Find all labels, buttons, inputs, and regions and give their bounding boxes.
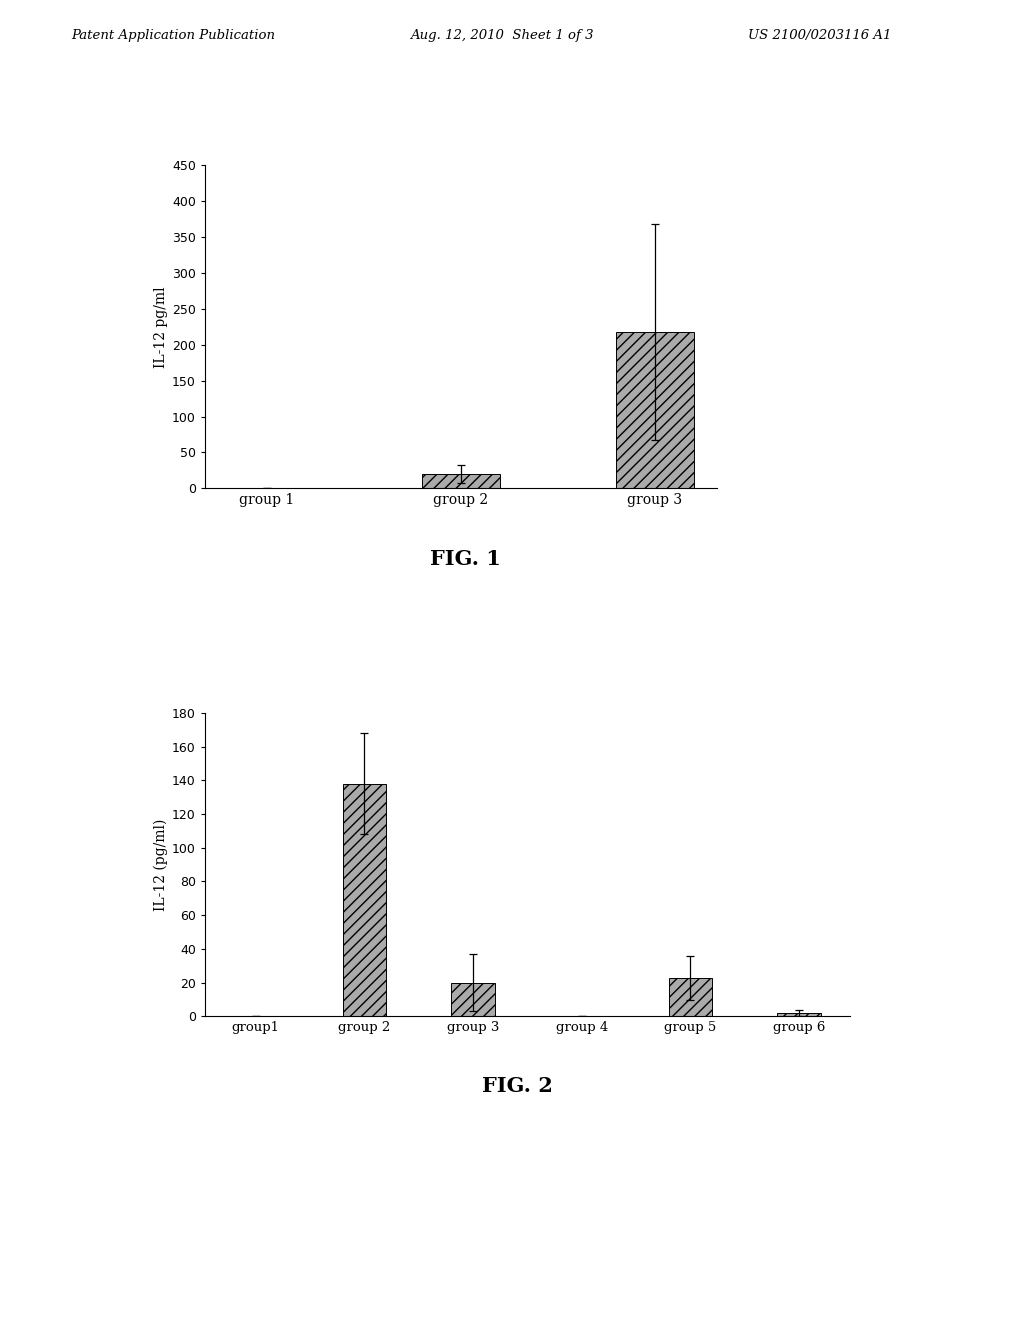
Text: Patent Application Publication: Patent Application Publication xyxy=(72,29,275,42)
Bar xyxy=(669,978,712,1016)
Y-axis label: IL-12 pg/ml: IL-12 pg/ml xyxy=(154,286,168,367)
Bar xyxy=(452,982,495,1016)
Bar xyxy=(422,474,500,488)
Bar xyxy=(616,331,693,488)
Y-axis label: IL-12 (pg/ml): IL-12 (pg/ml) xyxy=(154,818,168,911)
Text: US 2100/0203116 A1: US 2100/0203116 A1 xyxy=(748,29,891,42)
Text: FIG. 1: FIG. 1 xyxy=(430,549,502,569)
Bar xyxy=(343,784,386,1016)
Bar xyxy=(777,1012,820,1016)
Text: Aug. 12, 2010  Sheet 1 of 3: Aug. 12, 2010 Sheet 1 of 3 xyxy=(410,29,593,42)
Text: FIG. 2: FIG. 2 xyxy=(481,1076,553,1096)
